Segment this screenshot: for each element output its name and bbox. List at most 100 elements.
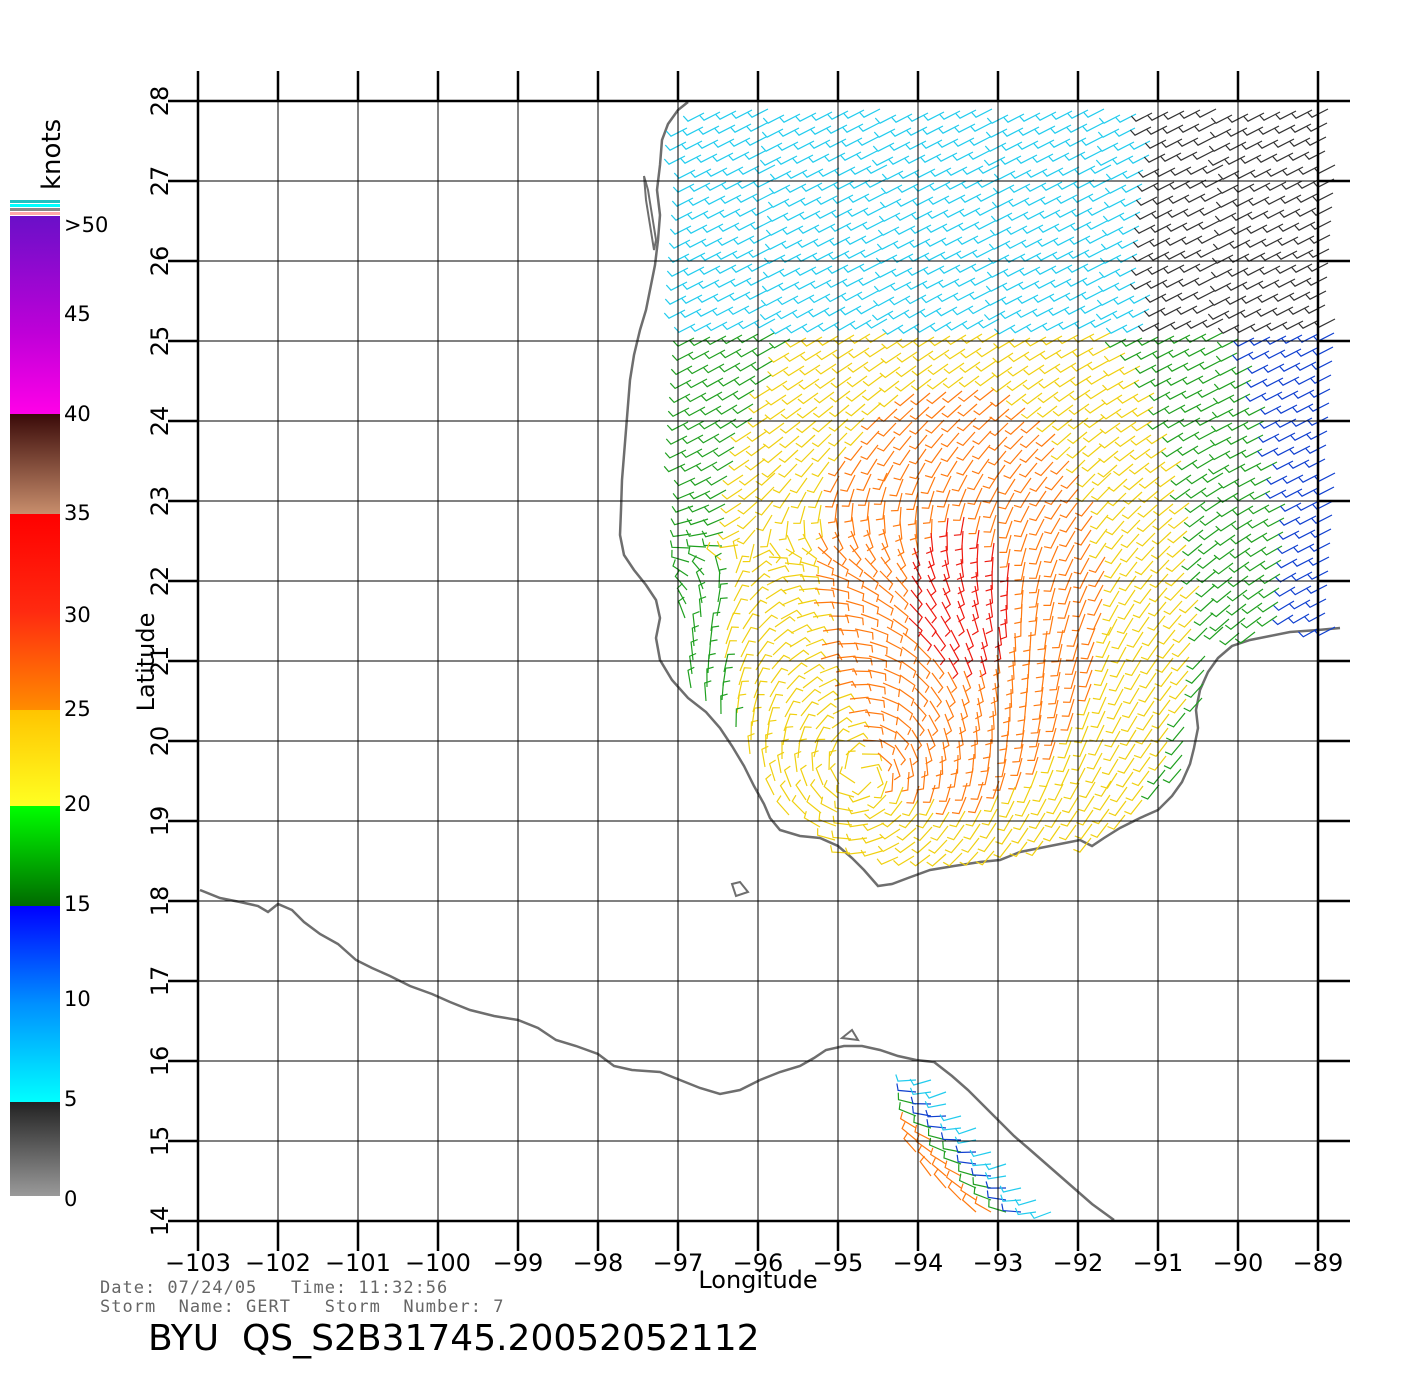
wind-barb bbox=[665, 435, 688, 445]
wind-barb bbox=[1140, 644, 1159, 661]
wind-barb bbox=[1005, 674, 1014, 696]
wind-barb bbox=[1049, 278, 1072, 288]
wind-barb bbox=[715, 250, 738, 260]
wind-barb bbox=[828, 432, 848, 447]
wind-barb bbox=[1308, 388, 1331, 398]
wind-barb bbox=[951, 151, 974, 161]
wind-barb bbox=[711, 152, 734, 162]
wind-barb bbox=[962, 684, 970, 707]
wind-barb bbox=[1304, 598, 1327, 609]
wind-barb bbox=[1182, 529, 1204, 542]
wind-barb bbox=[783, 573, 806, 582]
wind-barb bbox=[865, 697, 886, 708]
wind-barb bbox=[1255, 461, 1278, 471]
wind-barb bbox=[1203, 626, 1224, 640]
wind-barb bbox=[709, 625, 720, 646]
wind-barb bbox=[894, 211, 917, 221]
wind-barb bbox=[945, 166, 968, 176]
wind-barb bbox=[1046, 797, 1063, 815]
wind-barb bbox=[1111, 155, 1134, 165]
wind-barb bbox=[751, 192, 774, 202]
wind-barb bbox=[777, 281, 800, 291]
wind-barb bbox=[1116, 617, 1134, 635]
wind-barb bbox=[896, 562, 908, 584]
wind-barb bbox=[812, 419, 833, 433]
wind-barb bbox=[921, 279, 944, 289]
wind-barb bbox=[1196, 570, 1217, 584]
wind-barb bbox=[997, 744, 1008, 765]
wind-barb bbox=[1064, 656, 1078, 675]
wind-barb bbox=[690, 639, 698, 661]
wind-barb bbox=[922, 265, 945, 275]
wind-barb bbox=[1234, 631, 1256, 644]
wind-barb bbox=[896, 183, 919, 193]
wind-barb bbox=[861, 836, 884, 844]
wind-barb bbox=[729, 277, 752, 287]
wind-barb bbox=[1079, 655, 1094, 674]
wind-barb bbox=[1138, 490, 1159, 504]
wind-barb bbox=[857, 122, 880, 132]
wind-barb bbox=[924, 461, 942, 479]
wind-barb bbox=[1036, 419, 1057, 433]
wind-barb bbox=[863, 192, 886, 202]
wind-barb bbox=[1130, 266, 1153, 276]
wind-barb bbox=[982, 486, 999, 504]
wind-barb bbox=[730, 263, 753, 273]
wind-barb bbox=[1119, 547, 1139, 563]
wind-barb bbox=[881, 338, 903, 350]
wind-barb bbox=[1148, 755, 1167, 771]
wind-barb bbox=[1029, 728, 1041, 748]
wind-barb bbox=[889, 281, 912, 292]
wind-barb bbox=[1088, 556, 1106, 574]
wind-barb bbox=[1280, 334, 1303, 344]
wind-barb bbox=[768, 693, 784, 712]
wind-barb bbox=[1123, 477, 1144, 491]
wind-barb bbox=[1113, 463, 1134, 477]
wind-barb bbox=[1043, 545, 1059, 564]
wind-barb bbox=[1133, 588, 1152, 605]
wind-barb bbox=[860, 613, 879, 627]
wind-barb bbox=[1162, 418, 1185, 429]
wind-barb bbox=[714, 264, 737, 274]
wind-barb bbox=[936, 489, 951, 508]
wind-barb bbox=[1124, 799, 1143, 815]
wind-barb bbox=[1080, 290, 1103, 300]
wind-barb bbox=[845, 221, 868, 231]
wind-barb bbox=[1169, 488, 1191, 501]
wind-barb bbox=[875, 254, 898, 264]
wind-barb bbox=[906, 112, 929, 122]
wind-barb bbox=[933, 1168, 947, 1189]
wind-barb bbox=[1248, 336, 1271, 346]
wind-barb bbox=[799, 575, 820, 585]
wind-barb bbox=[1027, 826, 1045, 843]
wind-barb bbox=[1161, 278, 1184, 288]
wind-barb bbox=[742, 543, 755, 563]
wind-barb bbox=[877, 842, 900, 853]
wind-barb bbox=[1305, 122, 1328, 132]
wind-barb bbox=[1089, 164, 1112, 174]
wind-barb bbox=[964, 656, 973, 679]
wind-barb bbox=[705, 321, 728, 332]
wind-barb bbox=[1109, 786, 1128, 803]
wind-barb bbox=[777, 127, 800, 137]
wind-barb bbox=[765, 394, 787, 406]
wind-barb bbox=[1217, 324, 1240, 334]
wind-barb bbox=[683, 406, 706, 417]
wind-barb bbox=[1058, 544, 1075, 562]
wind-barb bbox=[1120, 715, 1138, 733]
wind-barb bbox=[1091, 472, 1112, 487]
wind-barb bbox=[1024, 350, 1046, 362]
info-date-time: Date: 07/24/05 Time: 11:32:56 bbox=[100, 1278, 449, 1298]
wind-barb bbox=[1279, 194, 1302, 204]
wind-barb bbox=[905, 280, 928, 290]
wind-barb bbox=[913, 826, 933, 842]
wind-barb bbox=[1168, 334, 1191, 344]
wind-barb bbox=[1257, 125, 1280, 135]
wind-barb bbox=[720, 334, 743, 345]
wind-barb bbox=[1126, 631, 1144, 648]
wind-barb bbox=[967, 473, 984, 491]
wind-barb bbox=[1060, 474, 1080, 490]
wind-barb bbox=[1214, 212, 1237, 222]
wind-barb bbox=[919, 1155, 932, 1177]
wind-barb bbox=[815, 195, 838, 205]
